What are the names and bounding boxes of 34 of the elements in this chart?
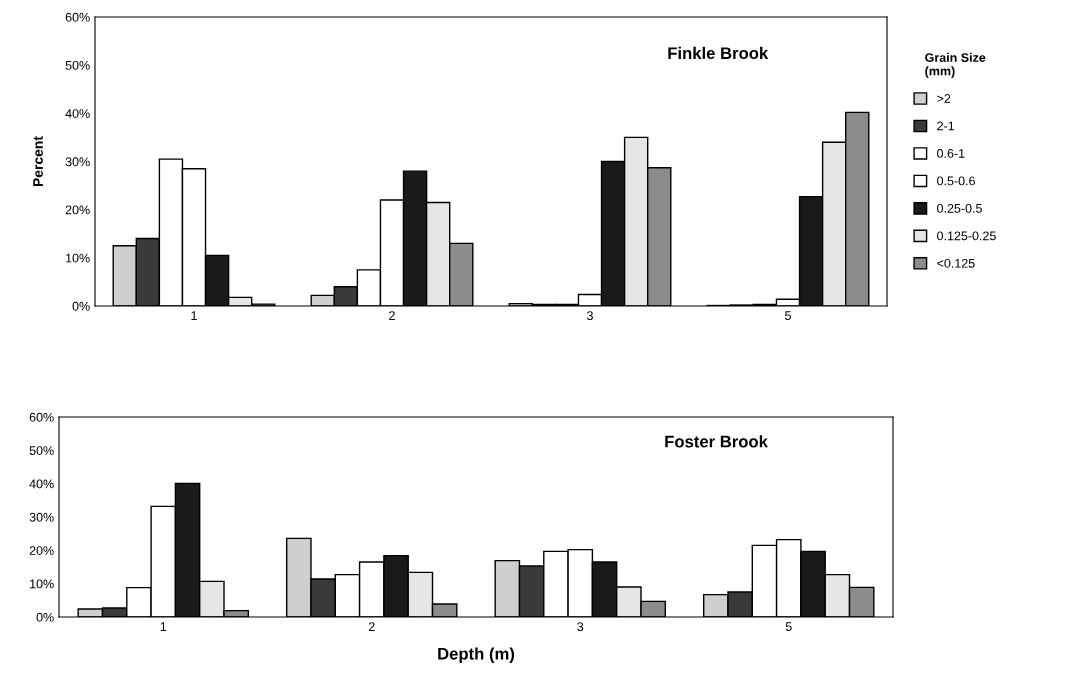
x-tick-label: 5	[785, 622, 792, 632]
y-tick-label: 20%	[29, 546, 54, 555]
text: Finkle Brook	[668, 46, 769, 60]
legend-label: 2-1	[937, 121, 955, 131]
y-tick-label: 40%	[29, 479, 54, 489]
legend-label: 0.5-0.6	[937, 176, 975, 186]
y-tick-label: 0%	[36, 612, 54, 622]
legend-label: <0.125	[937, 258, 975, 268]
y-tick-label: 10%	[66, 253, 90, 263]
y-tick-label: 60%	[29, 412, 54, 422]
y-tick-label: 50%	[65, 60, 90, 70]
legend-label: 0.25-0.5	[937, 203, 982, 213]
x-tick-label: 3	[587, 311, 593, 321]
x-tick-label: 3	[577, 622, 584, 632]
x-tick-label: 2	[368, 622, 375, 631]
y-tick-label: 20%	[65, 205, 90, 215]
legend-label: >2	[937, 94, 951, 103]
y-tick-label: 30%	[29, 512, 54, 522]
x-tick-label: 2	[389, 311, 395, 320]
y-tick-label: 0%	[72, 301, 90, 311]
text: Foster Brook	[665, 435, 768, 448]
legend-label: 0.6-1	[937, 149, 965, 158]
y-tick-label: 50%	[29, 446, 54, 455]
y-tick-label: 60%	[65, 12, 90, 22]
y-tick-label: 10%	[30, 579, 54, 589]
x-axis-title: Depth (m)	[438, 647, 515, 663]
x-tick-label: 1	[160, 622, 167, 631]
y-axis-title: Percent	[33, 136, 43, 187]
legend-label: 0.125-0.25	[937, 231, 996, 241]
y-tick-label: 30%	[65, 157, 90, 167]
legend-title: Grain Size (mm)	[925, 52, 986, 78]
y-tick-label: 40%	[65, 109, 90, 118]
x-tick-label: 1	[191, 311, 197, 320]
x-tick-label: 5	[785, 311, 791, 321]
